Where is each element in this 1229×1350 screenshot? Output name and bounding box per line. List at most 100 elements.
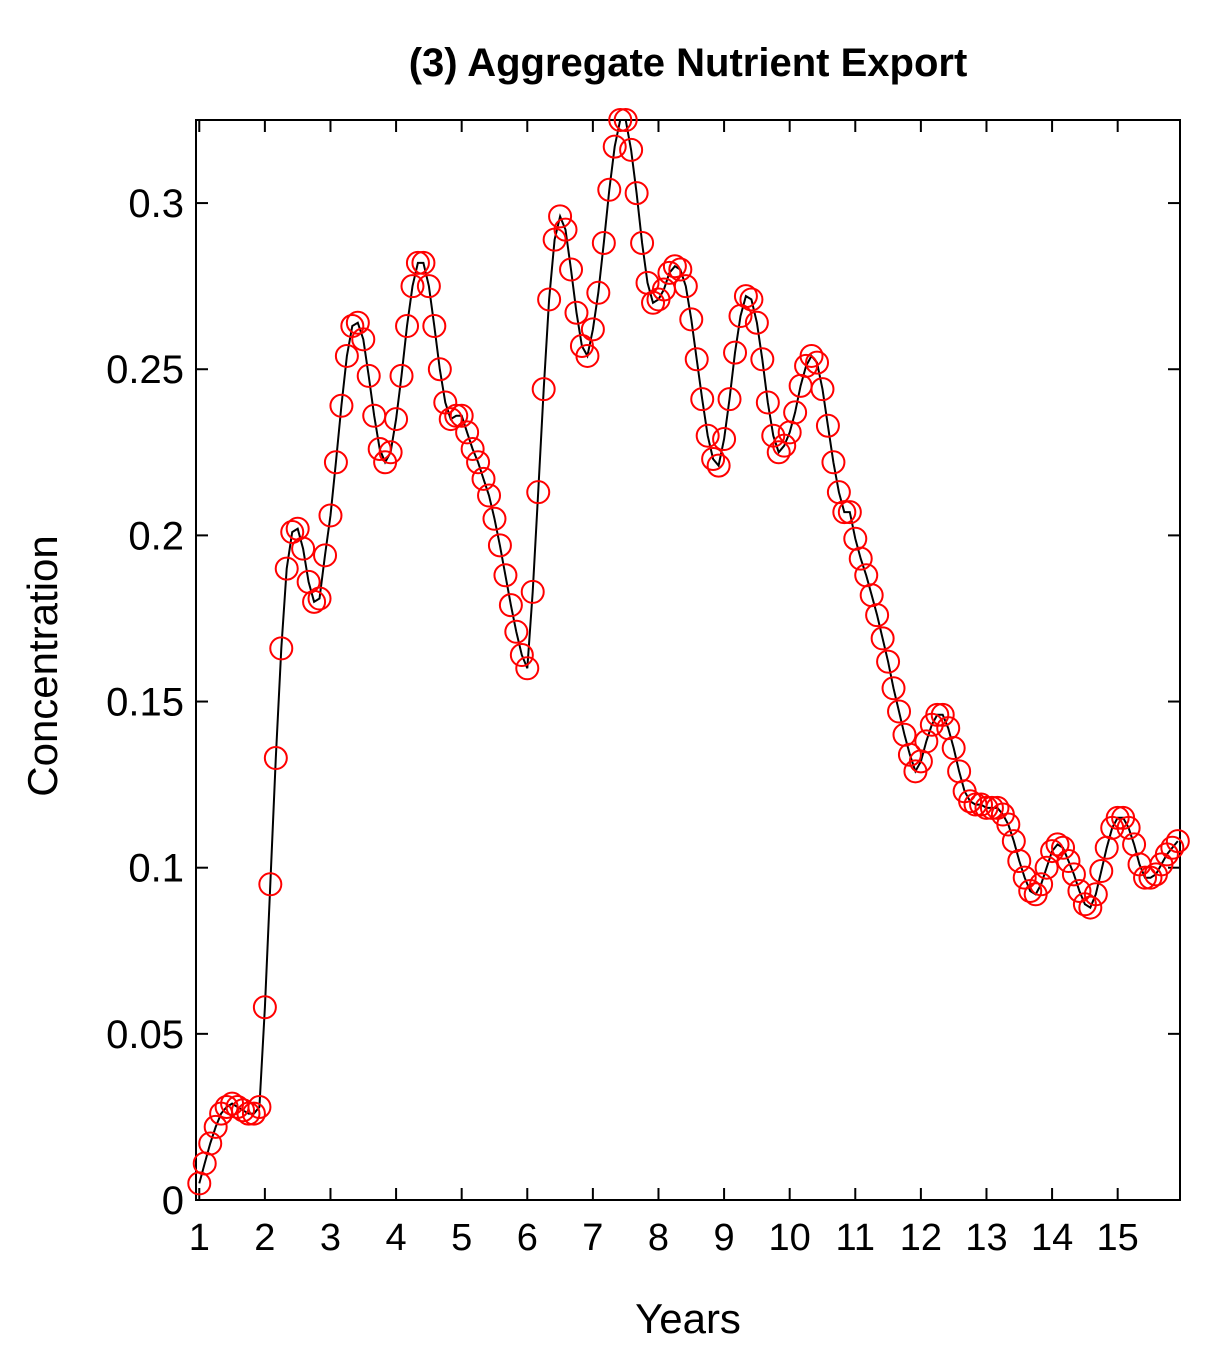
data-point <box>701 446 726 471</box>
data-point <box>356 363 381 388</box>
data-point <box>608 108 633 132</box>
data-point <box>881 676 906 701</box>
x-tick-label: 8 <box>648 1217 669 1259</box>
x-tick-label: 6 <box>517 1217 538 1259</box>
data-point <box>575 343 600 368</box>
data-point <box>668 257 693 282</box>
data-point <box>1012 865 1037 890</box>
data-point <box>914 729 939 754</box>
data-point <box>477 483 502 508</box>
data-point <box>733 284 758 309</box>
data-point <box>537 287 562 312</box>
y-tick-label: 0.2 <box>128 514 184 558</box>
data-point <box>870 626 895 651</box>
data-point <box>564 300 589 325</box>
y-axis: 0 0.05 0.1 0.15 0.2 0.25 0.3 <box>106 182 1180 1223</box>
data-point <box>318 503 343 528</box>
y-tick-label: 0.15 <box>106 681 184 725</box>
data-point <box>460 436 485 461</box>
data-point <box>307 586 332 611</box>
data-point <box>258 872 283 897</box>
data-point <box>203 1114 228 1139</box>
data-point <box>941 736 966 761</box>
data-point <box>832 500 857 525</box>
x-tick-label: 2 <box>254 1217 275 1259</box>
data-point <box>241 1101 266 1126</box>
data-point <box>1078 895 1103 920</box>
data-point <box>280 520 305 545</box>
x-axis: 1 2 3 4 5 6 7 8 9 10 11 12 13 14 15 <box>189 120 1139 1259</box>
data-point <box>384 407 409 432</box>
data-point <box>865 603 890 628</box>
data-point <box>766 440 791 465</box>
data-point <box>1067 878 1092 903</box>
data-point <box>526 480 551 505</box>
x-tick-label: 15 <box>1097 1217 1139 1259</box>
data-point <box>602 134 627 159</box>
data-point <box>613 108 638 132</box>
data-point <box>586 280 611 305</box>
data-point <box>1051 835 1076 860</box>
data-point <box>493 563 518 588</box>
data-point <box>487 533 512 558</box>
data-point <box>1007 849 1032 874</box>
data-point <box>657 260 682 285</box>
data-point <box>247 1094 272 1119</box>
data-point <box>744 310 769 335</box>
data-point <box>334 343 359 368</box>
data-point <box>662 254 687 279</box>
data-point <box>597 177 622 202</box>
data-point <box>1165 829 1190 854</box>
data-point <box>553 217 578 242</box>
data-point <box>624 181 649 206</box>
plot-area: 1 2 3 4 5 6 7 8 9 10 11 12 13 14 15 00.050.10.150.20.2… <box>106 108 1190 1259</box>
x-tick-label: 4 <box>386 1217 407 1259</box>
data-point <box>679 307 704 332</box>
data-point <box>930 702 955 727</box>
data-point <box>837 500 862 525</box>
axes-box <box>195 119 1181 1201</box>
x-tick-label: 7 <box>582 1217 603 1259</box>
x-tick-label: 5 <box>451 1217 472 1259</box>
data-point <box>263 746 288 771</box>
data-point <box>723 340 748 365</box>
data-point <box>1029 872 1054 897</box>
data-point <box>520 579 545 604</box>
data-point <box>323 450 348 475</box>
x-tick-label: 11 <box>836 1217 875 1259</box>
data-point <box>548 204 573 229</box>
data-point <box>231 1098 256 1123</box>
series-line <box>198 119 1179 1184</box>
data-point <box>1089 859 1114 884</box>
data-point <box>504 619 529 644</box>
y-tick-label: 0.25 <box>106 348 184 392</box>
data-point <box>1160 835 1185 860</box>
data-point <box>329 393 354 418</box>
data-point <box>1061 862 1086 887</box>
data-point <box>498 593 523 618</box>
data-point <box>876 649 901 674</box>
data-point <box>1133 865 1158 890</box>
data-point <box>810 377 835 402</box>
data-point <box>559 257 584 282</box>
data-point <box>351 327 376 352</box>
data-point <box>821 450 846 475</box>
data-point <box>291 536 316 561</box>
data-point <box>580 317 605 342</box>
data-point <box>395 314 420 339</box>
data-point <box>848 546 873 571</box>
data-point <box>619 137 644 162</box>
data-point <box>887 699 912 724</box>
x-tick-label: 10 <box>769 1217 811 1259</box>
data-point <box>367 436 392 461</box>
data-point <box>455 420 480 445</box>
x-tick-label: 14 <box>1031 1217 1073 1259</box>
data-point <box>684 347 709 372</box>
data-point <box>438 407 463 432</box>
x-tick-label: 13 <box>965 1217 1007 1259</box>
x-tick-label: 9 <box>714 1217 735 1259</box>
data-point <box>1056 849 1081 874</box>
data-point <box>755 390 780 415</box>
